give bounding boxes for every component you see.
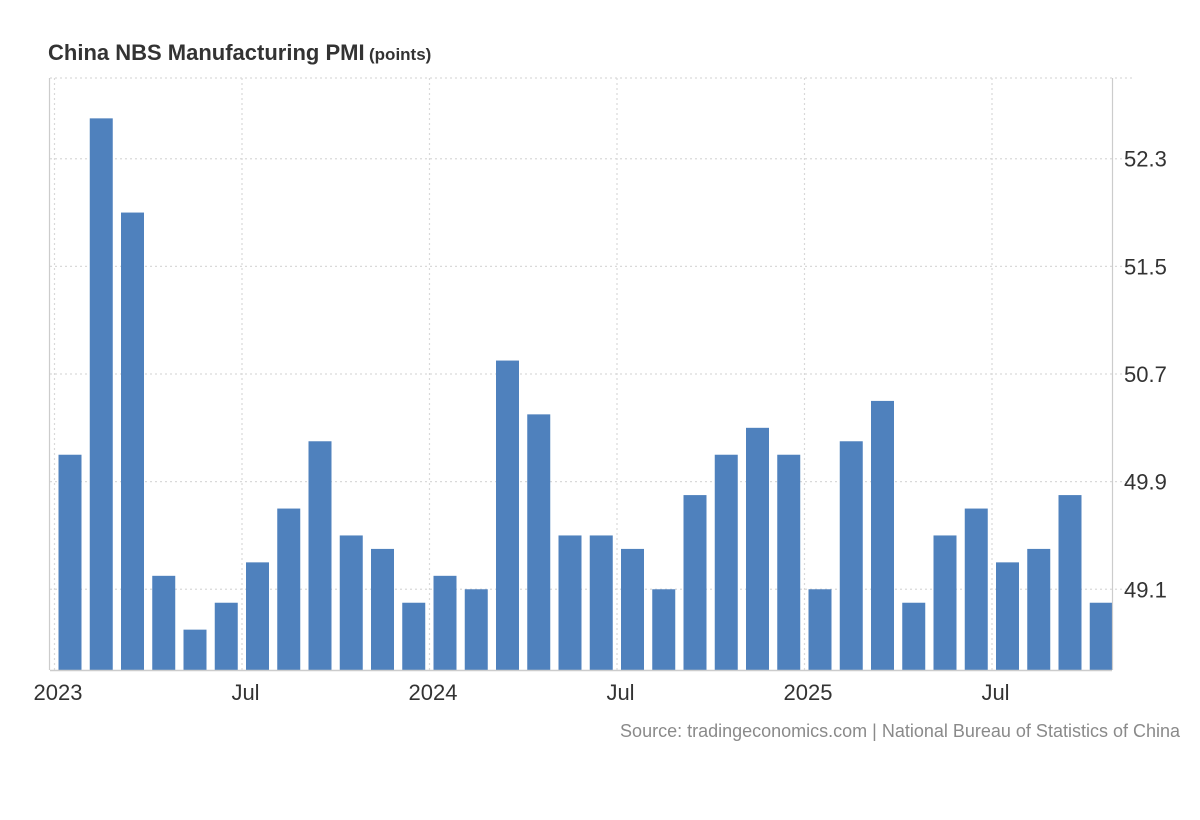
bar[interactable] (1027, 548, 1051, 670)
bar[interactable] (89, 118, 113, 671)
bar[interactable] (121, 212, 144, 671)
bar[interactable] (1058, 495, 1082, 670)
bar[interactable] (871, 400, 894, 670)
chart-title-main: China NBS Manufacturing PMI (48, 40, 365, 65)
bar[interactable] (246, 562, 269, 670)
bar[interactable] (496, 360, 519, 670)
source-note: Source: tradingeconomics.com | National … (620, 721, 1180, 741)
x-tick-label: Jul (231, 680, 259, 705)
bar[interactable] (933, 535, 957, 670)
x-tick-label: Jul (606, 680, 634, 705)
bar[interactable] (183, 629, 207, 670)
bar[interactable] (308, 441, 332, 670)
bar[interactable] (402, 602, 426, 670)
bar[interactable] (58, 454, 82, 670)
bar[interactable] (464, 589, 488, 670)
bar[interactable] (214, 602, 238, 670)
chart-title: China NBS Manufacturing PMI (points) (48, 40, 431, 66)
bar[interactable] (652, 589, 676, 670)
y-tick-label: 49.9 (1124, 470, 1167, 495)
y-tick-label: 49.1 (1124, 577, 1167, 602)
bar[interactable] (839, 441, 863, 670)
y-tick-label: 52.3 (1124, 147, 1167, 172)
bar[interactable] (808, 589, 832, 670)
bar-layer (58, 118, 1113, 671)
bar[interactable] (964, 508, 988, 670)
bar[interactable] (589, 535, 613, 670)
bar[interactable] (339, 535, 363, 670)
bar[interactable] (558, 535, 582, 670)
bar[interactable] (714, 454, 738, 670)
bar[interactable] (527, 414, 551, 670)
bar[interactable] (433, 575, 457, 670)
y-tick-label: 51.5 (1124, 254, 1167, 279)
bar[interactable] (996, 562, 1019, 670)
x-tick-label: 2025 (784, 680, 833, 705)
x-tick-label: Jul (981, 680, 1009, 705)
bar[interactable] (683, 495, 707, 670)
axis-layer (48, 78, 1114, 672)
chart-unit-label: (points) (369, 45, 432, 64)
bar[interactable] (777, 454, 801, 670)
bar[interactable] (621, 548, 644, 670)
y-tick-label: 50.7 (1124, 362, 1167, 387)
bar[interactable] (152, 575, 176, 670)
bar[interactable] (277, 508, 301, 670)
x-tick-label: 2023 (34, 680, 83, 705)
bar[interactable] (902, 602, 926, 670)
bar[interactable] (1089, 602, 1113, 670)
label-layer: 49.1 49.9 50.7 51.5 52.3 2023 Jul 2024 Jul 2025 Ju… (34, 147, 1167, 705)
bar[interactable] (746, 427, 769, 670)
bar[interactable] (371, 548, 394, 670)
x-tick-label: 2024 (409, 680, 458, 705)
